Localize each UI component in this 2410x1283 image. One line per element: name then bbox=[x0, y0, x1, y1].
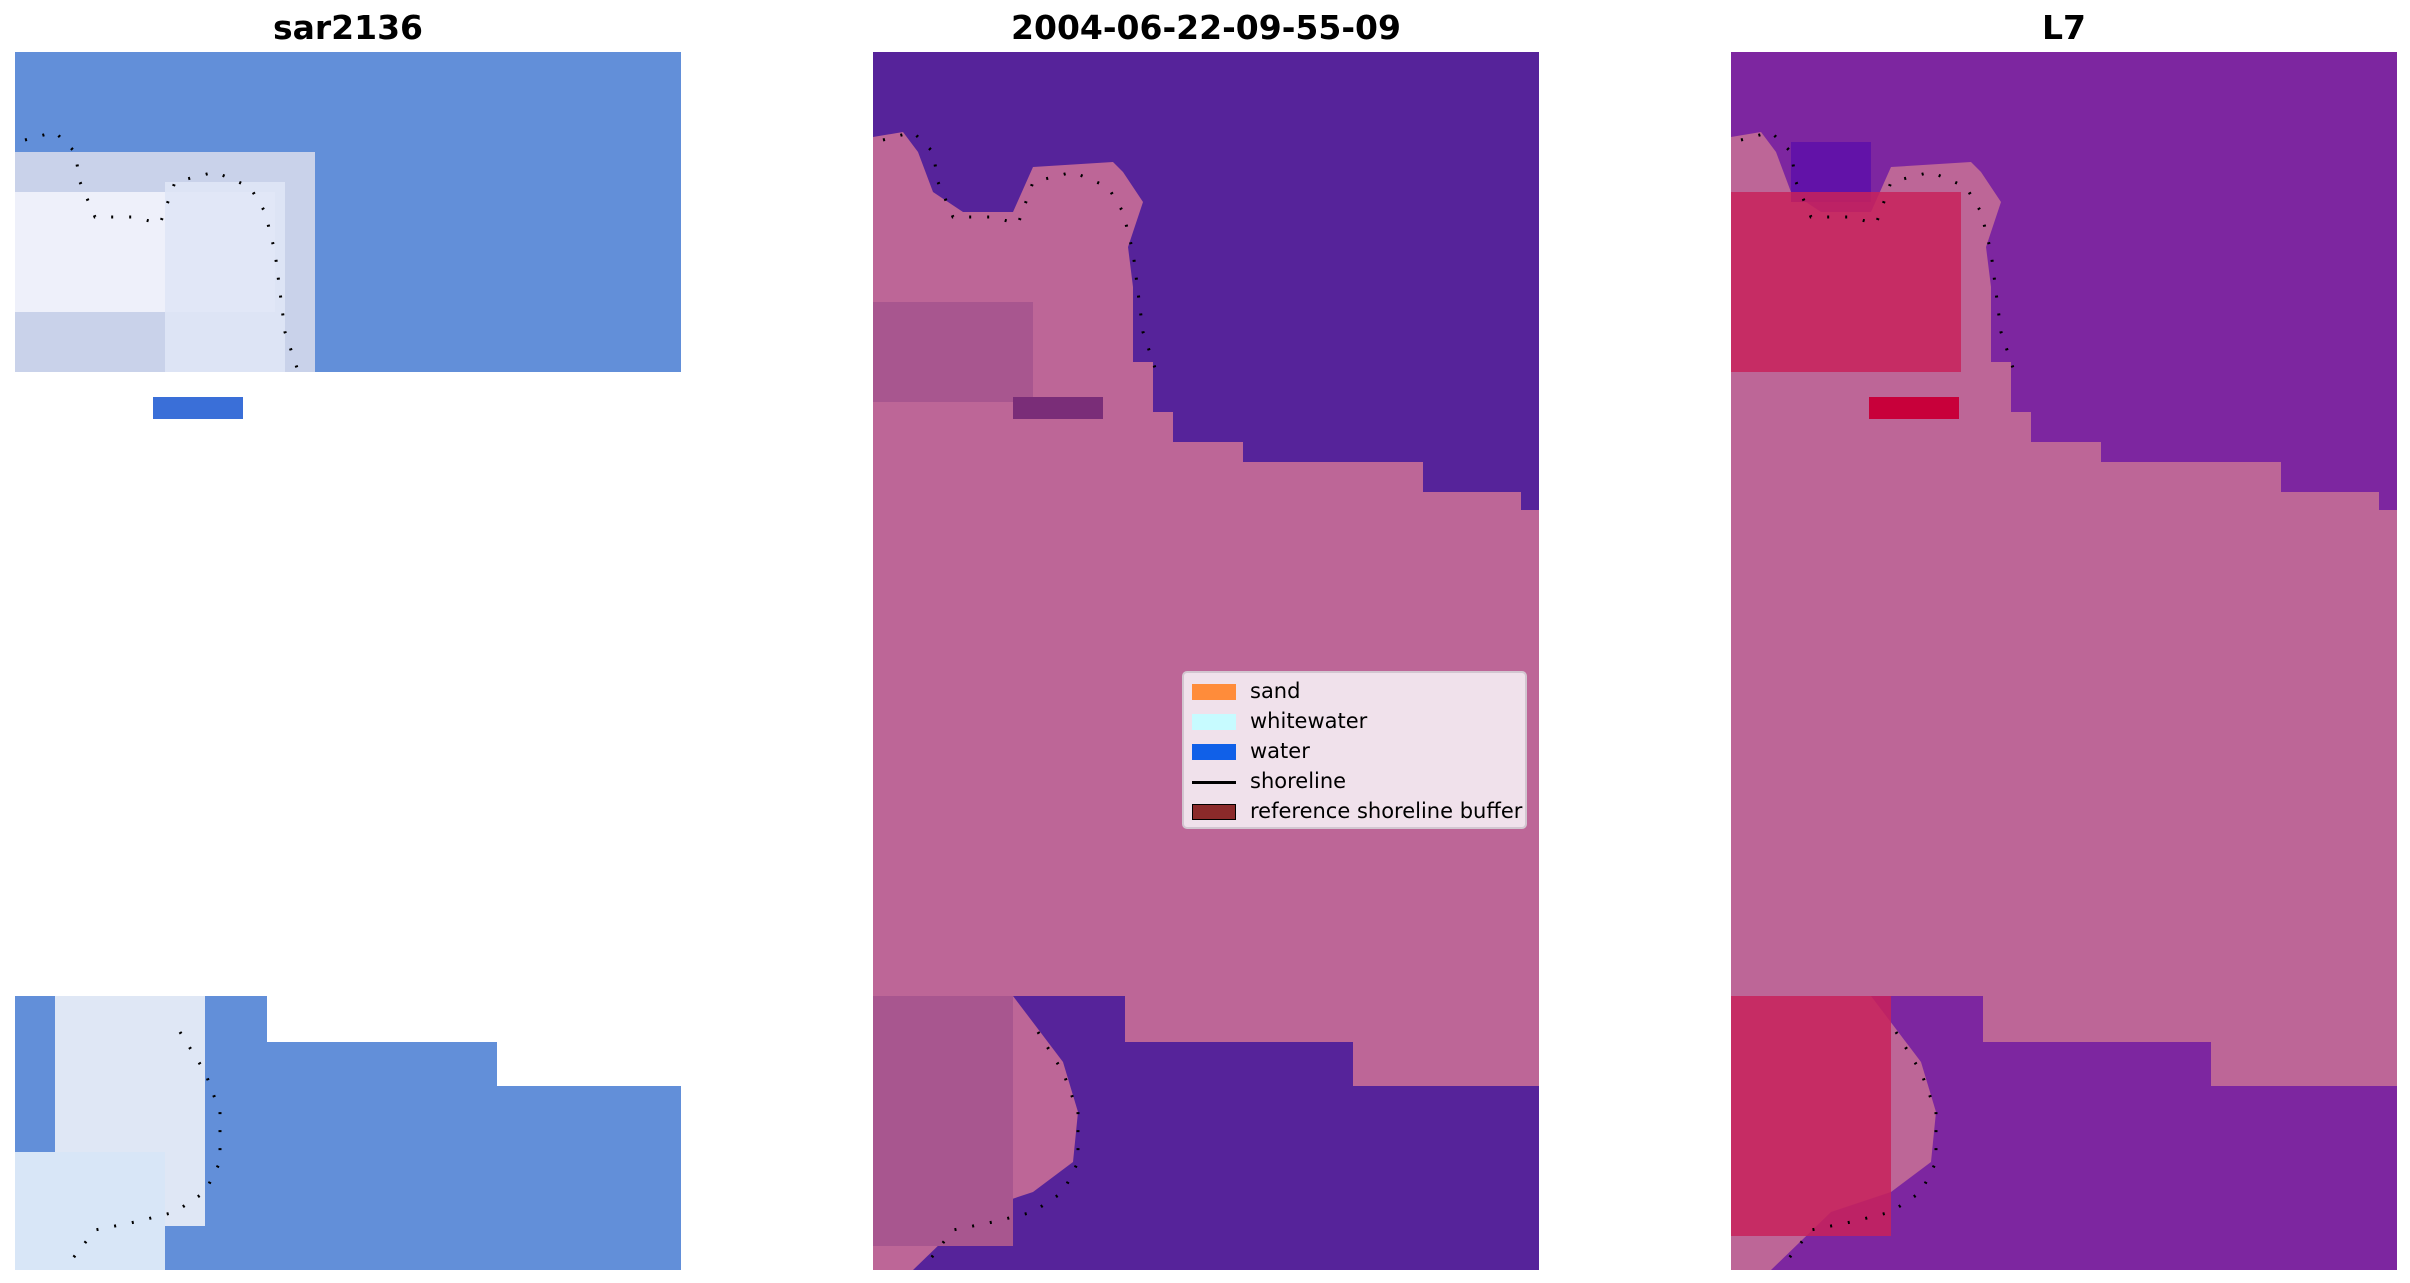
legend-label-shoreline: shoreline bbox=[1250, 769, 1347, 793]
legend-label-water: water bbox=[1250, 739, 1310, 763]
legend-label-sand: sand bbox=[1250, 679, 1301, 703]
shoreline-dots-top-3 bbox=[1740, 130, 2018, 378]
coverage-edge-top bbox=[15, 372, 681, 996]
wet-sand-zone-bottom bbox=[1731, 996, 1891, 1236]
whitewater-swatch bbox=[1192, 714, 1236, 730]
coverage-edge-bottom bbox=[267, 996, 681, 1086]
bright-strip bbox=[1869, 397, 1959, 419]
image-panel-3 bbox=[1731, 52, 2397, 1270]
water-class-top bbox=[873, 52, 1539, 510]
legend: sand whitewater water shoreline referenc… bbox=[1182, 671, 1527, 829]
legend-label-whitewater: whitewater bbox=[1250, 709, 1368, 733]
reference-buffer-swatch bbox=[1192, 804, 1236, 820]
dark-pixel-strip bbox=[153, 397, 243, 419]
sand-swatch bbox=[1192, 684, 1236, 700]
water-swatch bbox=[1192, 744, 1236, 760]
shoreline-dots-top bbox=[24, 130, 302, 378]
shoreline-line-icon bbox=[1192, 781, 1236, 784]
panel-title-3: L7 bbox=[2042, 8, 2086, 47]
wet-sand-zone-top bbox=[1731, 192, 1961, 372]
panel-title-1: sar2136 bbox=[272, 8, 424, 47]
image-panel-2 bbox=[873, 52, 1539, 1270]
water-region-top-3 bbox=[1731, 52, 2397, 510]
water-region-bottom-3 bbox=[1771, 996, 2397, 1270]
swash-zone-bottom bbox=[15, 1152, 165, 1270]
water-class-bottom bbox=[913, 996, 1539, 1270]
image-panel-1 bbox=[15, 52, 681, 1270]
panel-title-2: 2004-06-22-09-55-09 bbox=[1011, 8, 1401, 47]
shoreline-dots-top-2 bbox=[882, 130, 1160, 378]
transition-zone-top-2 bbox=[1013, 397, 1103, 419]
legend-label-reference-buffer: reference shoreline buffer bbox=[1250, 799, 1523, 823]
transition-zone-bottom bbox=[873, 996, 1013, 1246]
transition-zone-top bbox=[873, 302, 1033, 402]
